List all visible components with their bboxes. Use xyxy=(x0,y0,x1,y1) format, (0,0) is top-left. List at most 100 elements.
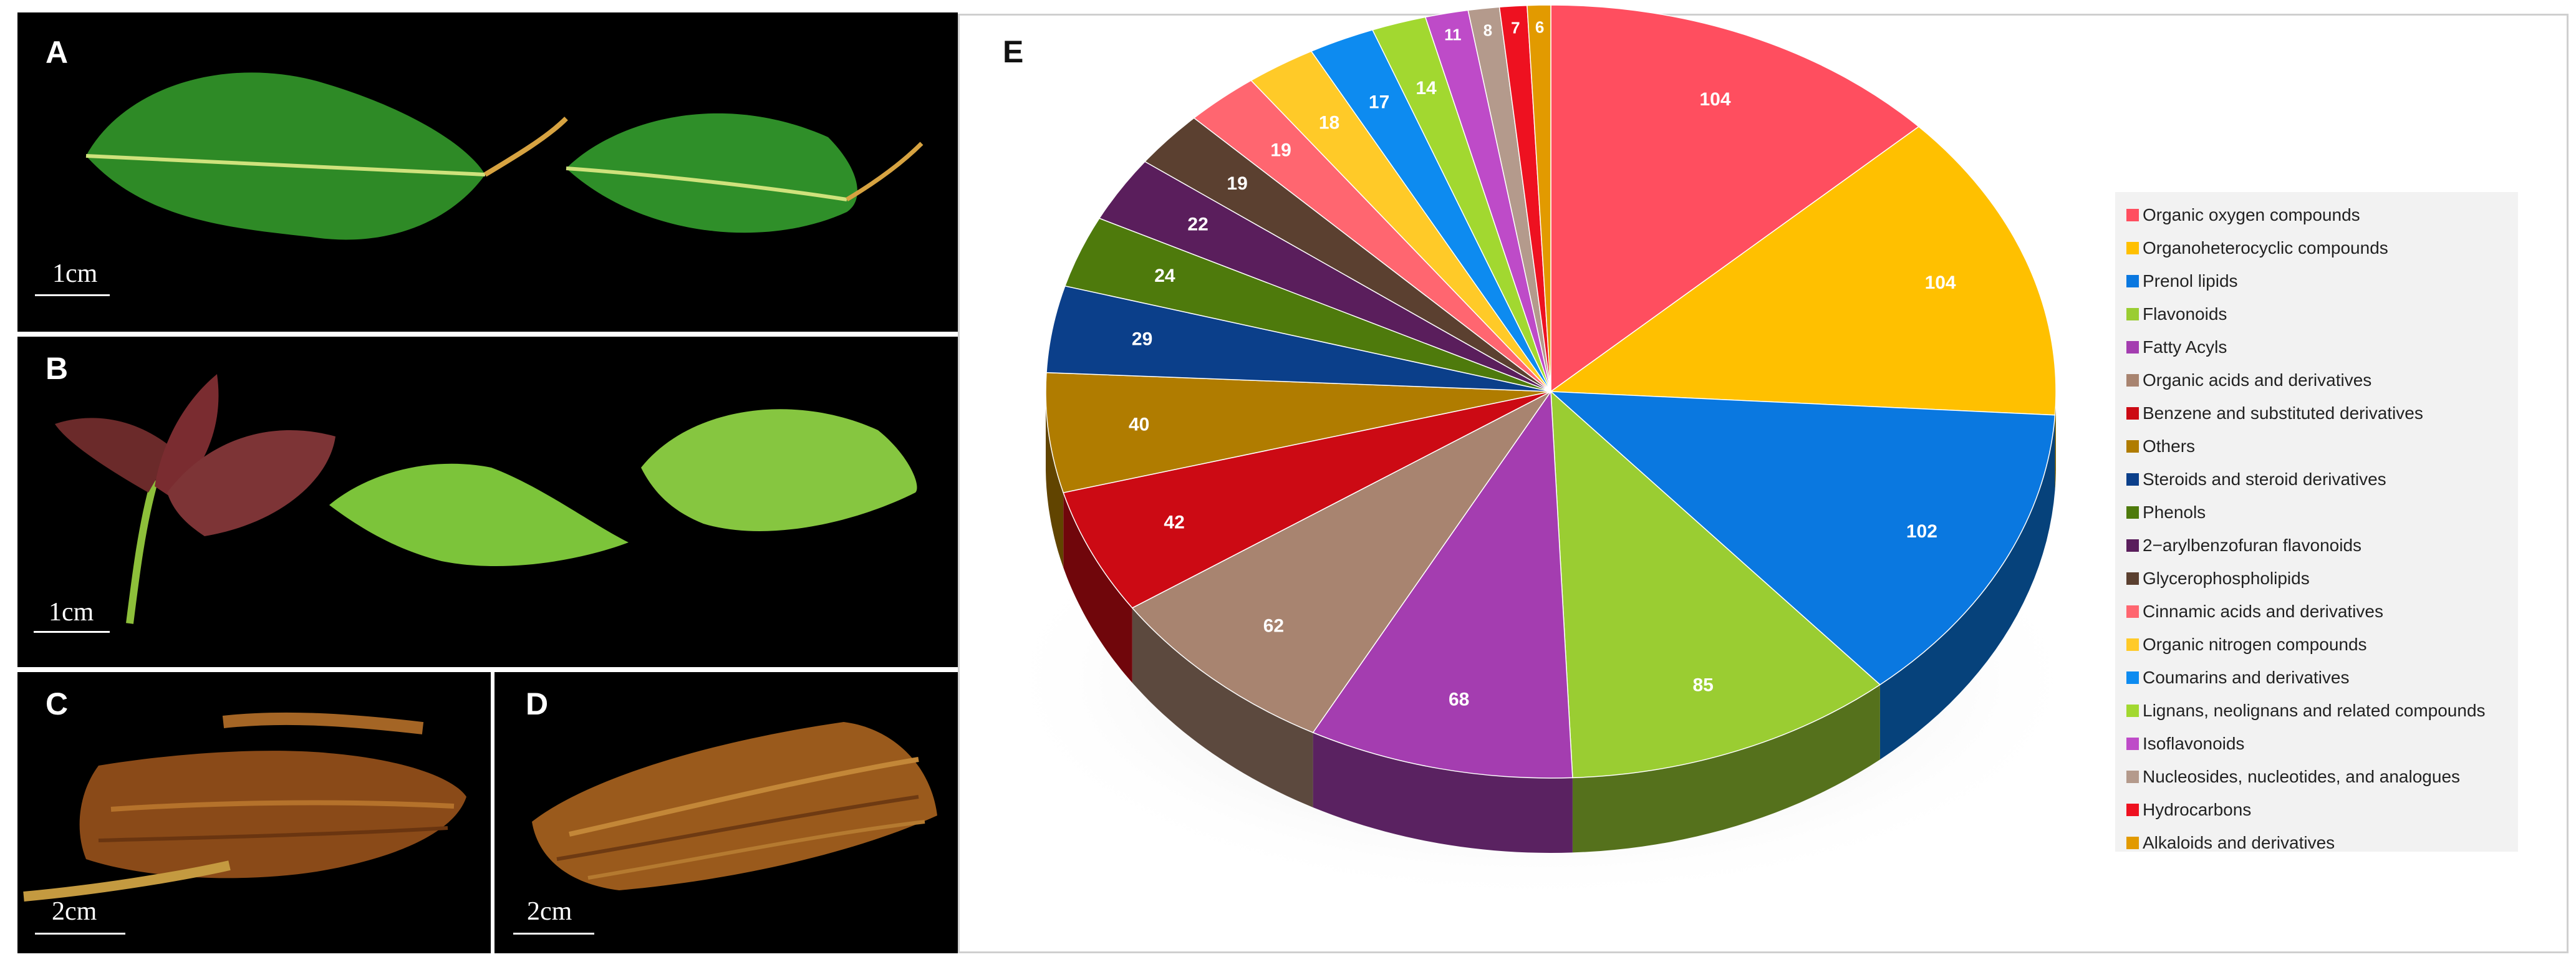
legend-label: Phenols xyxy=(2143,502,2206,522)
pie-value-label-18: 8 xyxy=(1483,21,1492,39)
legend-swatch xyxy=(2126,836,2139,849)
legend-item: Organoheterocyclic compounds xyxy=(2126,231,2388,264)
legend-item: Isoflavonoids xyxy=(2126,727,2244,760)
legend-label: Coumarins and derivatives xyxy=(2143,667,2350,687)
photo-panel-b: B 1cm xyxy=(17,337,958,667)
legend-swatch xyxy=(2126,340,2139,354)
leaves-b-illustration xyxy=(55,374,917,624)
legend-label: Organic oxygen compounds xyxy=(2143,204,2360,224)
legend-swatch xyxy=(2126,373,2139,387)
legend-label: Glycerophospholipids xyxy=(2143,568,2310,588)
legend-item: Fatty Acyls xyxy=(2126,330,2227,363)
pie-value-label-17: 11 xyxy=(1444,26,1462,44)
scale-label-a: 1cm xyxy=(52,259,98,288)
pie-value-label-6: 62 xyxy=(1263,616,1284,637)
scale-label-b: 1cm xyxy=(49,598,94,627)
legend-item: Coumarins and derivatives xyxy=(2126,661,2350,694)
legend-label: Lignans, neolignans and related compound… xyxy=(2143,700,2486,720)
pie-value-label-3: 102 xyxy=(1906,521,1937,542)
pie-value-label-2: 104 xyxy=(1925,272,1956,293)
legend-swatch xyxy=(2126,407,2139,420)
photo-panel-a: A 1cm xyxy=(17,12,958,332)
panel-label-b: B xyxy=(46,351,69,386)
legend-label: Steroids and steroid derivatives xyxy=(2143,469,2386,489)
legend-swatch xyxy=(2126,704,2139,717)
legend-label: Alkaloids and derivatives xyxy=(2143,832,2335,852)
pie-value-label-9: 29 xyxy=(1132,329,1152,350)
panel-label-c: C xyxy=(46,686,69,721)
pie-value-label-11: 22 xyxy=(1187,214,1208,235)
pie-slice-side-3 xyxy=(1879,415,2055,760)
legend-swatch xyxy=(2126,671,2139,684)
pie-slice-side-5 xyxy=(1313,733,1573,853)
scale-bar-c xyxy=(35,933,125,935)
pie-slice-7 xyxy=(1063,391,1551,609)
photo-panel-c: C 2cm xyxy=(17,672,491,953)
pie-value-label-20: 6 xyxy=(1535,17,1544,36)
pie-value-label-7: 42 xyxy=(1164,512,1184,533)
legend-swatch xyxy=(2126,572,2139,585)
legend-item: Hydrocarbons xyxy=(2126,793,2251,826)
legend-item: Flavonoids xyxy=(2126,297,2227,330)
panel-label-e: E xyxy=(1003,34,1024,69)
pie-slice-2 xyxy=(1549,126,2057,416)
legend-swatch xyxy=(2126,208,2139,221)
legend-swatch xyxy=(2126,803,2139,816)
scale-label-c: 2cm xyxy=(52,897,97,926)
pie-slice-20 xyxy=(1527,4,1551,392)
legend-swatch xyxy=(2126,770,2139,783)
legend-label: Organic acids and derivatives xyxy=(2143,370,2372,390)
pie-value-label-10: 24 xyxy=(1154,266,1175,286)
panel-label-a: A xyxy=(46,35,69,70)
legend-swatch xyxy=(2126,473,2139,486)
pie-slice-4 xyxy=(1550,390,1881,779)
legend-label: Nucleosides, nucleotides, and analogues xyxy=(2143,766,2461,786)
pie-value-label-15: 17 xyxy=(1369,92,1389,112)
legend-label: Others xyxy=(2143,436,2196,456)
pie-value-label-4: 85 xyxy=(1693,675,1714,696)
legend-item: Organic acids and derivatives xyxy=(2126,363,2371,397)
legend-swatch xyxy=(2126,737,2139,750)
legend-item: Nucleosides, nucleotides, and analogues xyxy=(2126,760,2460,793)
pie-slice-5 xyxy=(1312,390,1573,779)
legend-label: Benzene and substituted derivatives xyxy=(2143,403,2423,423)
legend-item: Organic nitrogen compounds xyxy=(2126,628,2367,661)
legend-swatch xyxy=(2126,605,2139,618)
pie-value-labels: 104 104 102 85 68 62 42 40 29 24 22 19 19 18 17 14 11 8 7 6 xyxy=(1129,17,1956,710)
legend-item: Steroids and steroid derivatives xyxy=(2126,463,2386,496)
bark-d-illustration xyxy=(532,722,937,890)
pie-value-label-16: 14 xyxy=(1416,78,1437,99)
pie-slice-side-8 xyxy=(1046,392,1064,568)
legend-label: Organic nitrogen compounds xyxy=(2143,634,2367,654)
legend-label: Isoflavonoids xyxy=(2143,733,2245,753)
legend-label: Prenol lipids xyxy=(2143,271,2238,291)
legend-swatch xyxy=(2126,274,2139,287)
legend-item: Others xyxy=(2126,430,2195,463)
bark-c-illustration xyxy=(23,712,466,902)
legend-swatch xyxy=(2126,638,2139,651)
scale-bar-d xyxy=(513,933,594,935)
legend-label: Cinnamic acids and derivatives xyxy=(2143,601,2383,621)
legend-swatch xyxy=(2126,506,2139,519)
legend-label: Organoheterocyclic compounds xyxy=(2143,238,2388,257)
pie-value-label-19: 7 xyxy=(1511,19,1520,37)
panel-label-d: D xyxy=(526,686,549,721)
pie-value-label-13: 19 xyxy=(1270,140,1291,160)
pie-slice-1 xyxy=(1550,4,1920,393)
legend-item: Benzene and substituted derivatives xyxy=(2126,397,2423,430)
pie-value-label-12: 19 xyxy=(1227,173,1247,194)
pie-value-label-1: 104 xyxy=(1699,89,1730,110)
legend-item: Lignans, neolignans and related compound… xyxy=(2126,694,2486,727)
legend-swatch xyxy=(2126,440,2139,453)
legend-label: 2−arylbenzofuran flavonoids xyxy=(2143,535,2362,555)
pie-slice-6 xyxy=(1131,391,1551,733)
legend-item: Cinnamic acids and derivatives xyxy=(2126,595,2383,628)
legend-swatch xyxy=(2126,241,2139,254)
legend-item: Organic oxygen compounds xyxy=(2126,198,2360,231)
pie-value-label-8: 40 xyxy=(1129,415,1149,435)
pie-slice-side-7 xyxy=(1063,493,1132,683)
legend-item: Alkaloids and derivatives xyxy=(2126,826,2335,859)
leaves-a-illustration xyxy=(85,72,924,240)
pie-value-label-5: 68 xyxy=(1449,690,1469,710)
